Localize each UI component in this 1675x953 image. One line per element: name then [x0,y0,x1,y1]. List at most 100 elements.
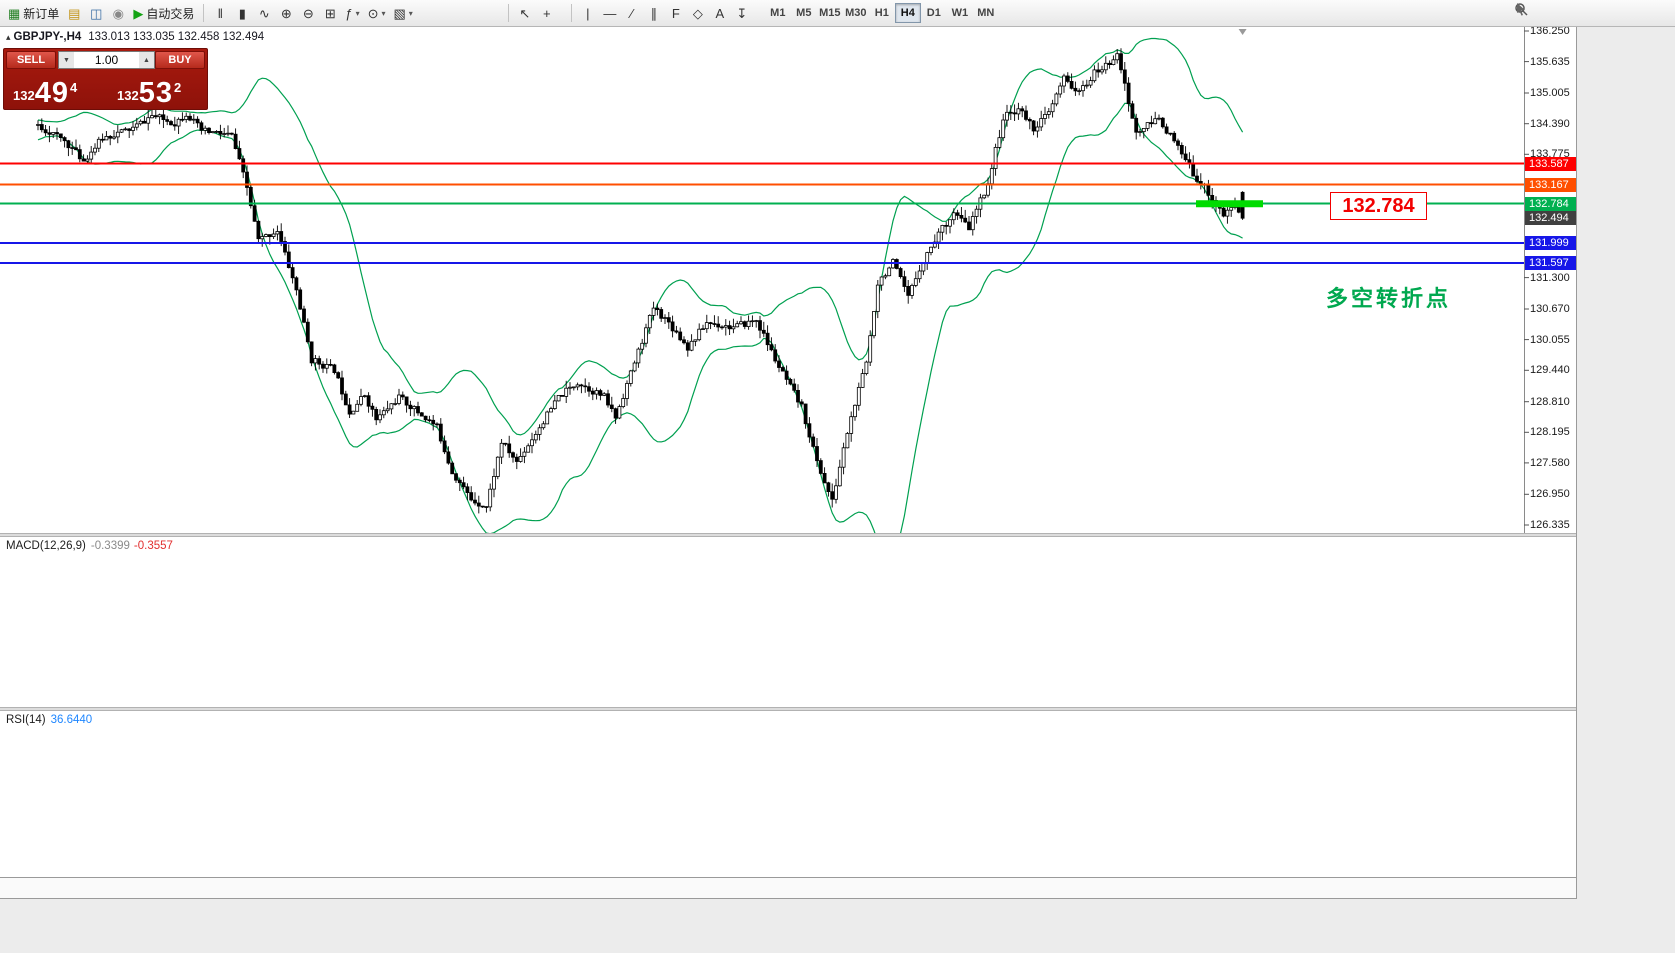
rsi-pane[interactable]: RSI(14) 36.6440 [0,711,1576,877]
price-tick-label: 134.390 [1530,117,1570,130]
toolbar-buttons: ▦ 新订单 ▤ ◫ ◉ ▶ 自动交易 ‖ ▮ ∿ ⊕ ⊖ ⊞ ƒ ▾ ⊙ ▾ ▧ ▾ ↖ + | ― ∕ ∥ F ◇ A ↧ [4,2,753,24]
timeframe-w1[interactable]: W1 [947,3,973,23]
annotation-note: 多空转折点 [1326,286,1452,311]
new-order-label: 新订单 [23,6,60,21]
price-pane[interactable]: ▴ GBPJPY-,H4 133.013 133.035 132.458 132.4… [0,27,1576,533]
volume-input[interactable] [74,52,139,68]
price-tick-label: 130.670 [1530,302,1570,315]
candlestick-chart-icon: ▮ [238,5,246,21]
zoom-out-button[interactable]: ⊖ [297,2,319,24]
chart-info-line: ▴ GBPJPY-,H4 133.013 133.035 132.458 132.4… [6,31,264,43]
price-tick-label: 130.055 [1530,333,1570,346]
quick-cursor-button[interactable] [1517,2,1558,24]
new-order-button[interactable]: ▦ 新订单 [4,2,63,24]
horizontal-line-button[interactable]: ― [599,2,621,24]
buy-price-big: 53 [138,77,173,109]
price-level-label: 132.784 [1525,196,1576,211]
templates-button[interactable]: ▧ ▾ [390,2,417,24]
equidistant-channel-button[interactable]: ∥ [643,2,665,24]
volume-control: ▼ ▲ [58,51,155,69]
toolbar-group: ‖ ▮ ∿ ⊕ ⊖ ⊞ ƒ ▾ ⊙ ▾ ▧ ▾ [209,2,416,24]
symbol-marker-icon: ▴ [6,32,11,42]
macd-title: MACD(12,26,9) [6,540,86,552]
chevron-down-icon: ▾ [355,8,360,18]
indicators-icon: ƒ [345,5,353,21]
timeframe-m5[interactable]: M5 [791,3,817,23]
periods-icon: ⊙ [367,5,379,21]
price-level-label: 131.999 [1525,235,1576,250]
price-tick-label: 126.335 [1530,518,1570,531]
horizontal-line-icon: ― [603,5,617,21]
timeframe-h1[interactable]: H1 [869,3,895,23]
time-axis[interactable] [0,877,1576,898]
macd-main-value: -0.3399 [90,540,130,552]
pane-resizer-2[interactable] [0,707,1576,711]
sell-price-sup: 4 [69,80,78,95]
toolbar-separator [570,4,572,22]
macd-pane[interactable]: MACD(12,26,9) -0.3399 -0.3557 [0,537,1576,707]
macd-chart-svg [0,537,1576,707]
market-watch-icon: ◫ [90,5,103,21]
bar-chart-button[interactable]: ‖ [209,2,231,24]
price-tick-label: 128.195 [1530,426,1570,439]
toolbar-separator [507,4,509,22]
price-tick-label: 136.250 [1530,27,1570,37]
timeframe-d1[interactable]: D1 [921,3,947,23]
chevron-down-icon: ▾ [381,8,386,18]
text-button[interactable]: A [709,2,731,24]
price-tick-label: 135.005 [1530,87,1570,100]
autotrading-icon: ▶ [133,5,144,21]
tile-windows-button[interactable]: ⊞ [319,2,341,24]
rsi-chart-svg [0,711,1576,877]
ohlc-values: 133.013 133.035 132.458 132.494 [88,31,265,43]
workspace: ▴ GBPJPY-,H4 133.013 133.035 132.458 132.4… [0,27,1675,953]
fibonacci-button[interactable]: F [665,2,687,24]
sell-button[interactable]: SELL [6,51,56,69]
rsi-title: RSI(14) [6,714,46,726]
arrows-button[interactable]: ↧ [731,2,753,24]
line-chart-button[interactable]: ∿ [253,2,275,24]
rsi-header: RSI(14) 36.6440 [6,714,92,726]
market-watch-button[interactable]: ◫ [85,2,107,24]
line-chart-icon: ∿ [258,5,270,21]
sell-price[interactable]: 132 49 4 [13,79,78,108]
cursor-icon: ↖ [519,5,531,21]
timeframe-m30[interactable]: M30 [843,3,869,23]
text-icon: A [715,5,725,21]
volume-decrease-button[interactable]: ▼ [59,52,74,68]
timeframe-m15[interactable]: M15 [817,3,843,23]
indicators-button[interactable]: ƒ ▾ [341,2,363,24]
price-tick-label: 129.440 [1530,364,1570,377]
one-click-trading-panel: SELL ▼ ▲ BUY 132 49 4 132 53 [3,48,208,110]
crosshair-button[interactable]: + [536,2,558,24]
shapes-button[interactable]: ◇ [687,2,709,24]
price-tick-label: 131.300 [1530,271,1570,284]
timeframe-mn[interactable]: MN [973,3,999,23]
shapes-icon: ◇ [692,5,703,21]
autotrading-label: 自动交易 [146,6,195,21]
buy-button[interactable]: BUY [155,51,205,69]
timeframe-h4[interactable]: H4 [894,3,921,23]
equidistant-channel-icon: ∥ [650,5,658,21]
vertical-line-button[interactable]: | [577,2,599,24]
chart-window-gbpjpy-h4[interactable]: ▴ GBPJPY-,H4 133.013 133.035 132.458 132.4… [0,27,1577,899]
trendline-icon: ∕ [630,5,633,21]
timeframe-m1[interactable]: M1 [765,3,791,23]
navigator-icon: ◉ [112,5,124,21]
volume-increase-button[interactable]: ▲ [139,52,154,68]
pane-resizer-1[interactable] [0,533,1576,537]
navigator-button[interactable]: ◉ [107,2,129,24]
candlestick-chart-button[interactable]: ▮ [231,2,253,24]
trendline-button[interactable]: ∕ [621,2,643,24]
autotrading-button[interactable]: ▶ 自动交易 [129,2,198,24]
price-level-label: 131.597 [1525,255,1576,270]
buy-price[interactable]: 132 53 2 [117,77,181,109]
zoom-in-button[interactable]: ⊕ [275,2,297,24]
cursor-button[interactable]: ↖ [514,2,536,24]
bid-price-label: 132.494 [1525,211,1576,226]
fibonacci-icon: F [671,5,680,21]
chart-profiles-button[interactable]: ▤ [63,2,85,24]
periods-button[interactable]: ⊙ ▾ [364,2,390,24]
symbol-name: GBPJPY-,H4 [13,31,82,43]
toolbar-group: | ― ∕ ∥ F ◇ A ↧ [577,2,753,24]
